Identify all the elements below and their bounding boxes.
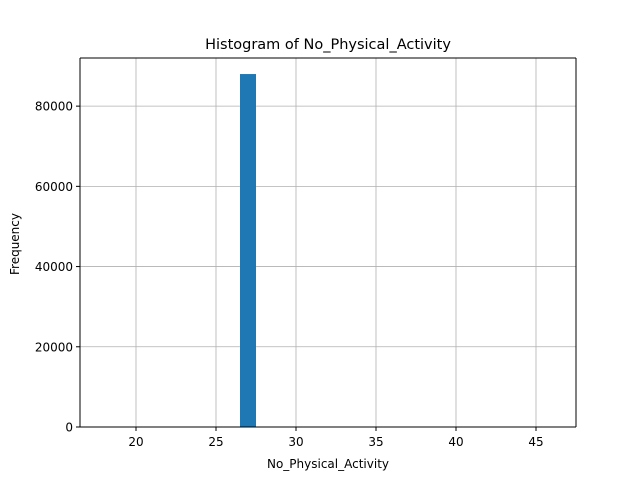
y-tick-label: 60000 [35,180,73,194]
x-axis-label: No_Physical_Activity [267,457,389,471]
y-tick-label: 0 [65,421,73,435]
x-tick-label: 40 [448,435,463,449]
y-axis-label: Frequency [8,213,22,275]
y-tick-label: 40000 [35,260,73,274]
y-tick-label: 80000 [35,100,73,114]
chart-title: Histogram of No_Physical_Activity [205,37,451,53]
x-tick-label: 35 [368,435,383,449]
x-tick-label: 45 [528,435,543,449]
y-axis-ticks: 0 20000 40000 60000 80000 [35,100,80,435]
y-tick-label: 20000 [35,340,73,354]
x-tick-label: 30 [288,435,303,449]
histogram-bar [240,74,256,427]
x-tick-label: 25 [208,435,223,449]
axes-frame [79,57,577,428]
x-axis-ticks: 20 25 30 35 40 45 [128,427,544,449]
bars [240,74,256,427]
x-tick-label: 20 [128,435,143,449]
